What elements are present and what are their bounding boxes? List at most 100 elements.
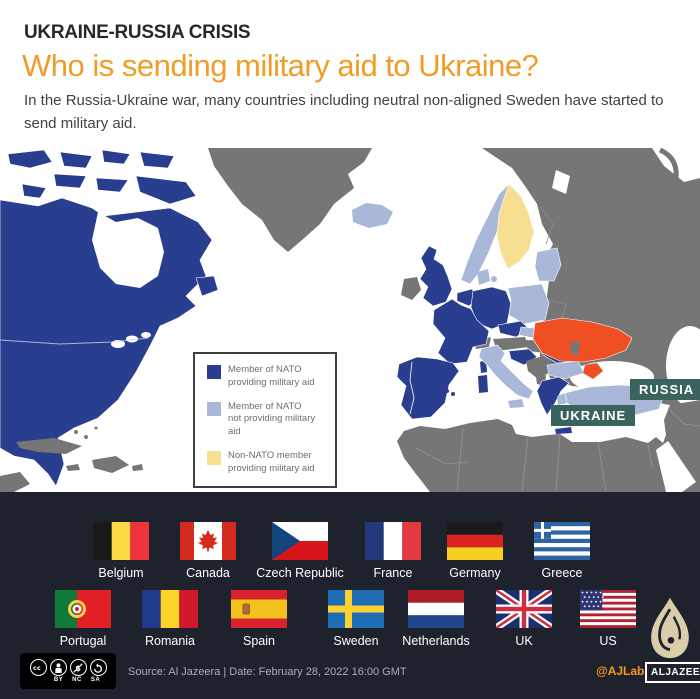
finland-border (539, 205, 554, 245)
source-line: Source: Al Jazeera | Date: February 28, … (128, 666, 407, 678)
flag-sweden-icon (328, 590, 384, 628)
flag-romania-icon (142, 590, 198, 628)
flag-item-romania: Romania (120, 590, 220, 648)
flag-label: Czech Republic (256, 566, 344, 580)
flag-uk-icon (496, 590, 552, 628)
map-region-iceland (352, 203, 393, 228)
cc-icons-row: cc $ (29, 659, 107, 676)
kicker: UKRAINE-RUSSIA CRISIS (24, 22, 251, 43)
map-region-russia (482, 148, 700, 410)
map-legend: Member of NATO providing military aid Me… (193, 352, 337, 488)
flag-greece-icon (534, 522, 590, 560)
flag-label: France (373, 566, 413, 580)
svg-text:cc: cc (33, 664, 41, 672)
flag-label: Germany (449, 566, 501, 580)
header: UKRAINE-RUSSIA CRISIS Who is sending mil… (0, 0, 700, 148)
flag-label: US (599, 634, 617, 648)
flag-label: Portugal (59, 634, 107, 648)
flag-item-portugal: Portugal (33, 590, 133, 648)
legend-item-nato-providing: Member of NATO providing military aid (207, 364, 325, 390)
flag-label: UK (515, 634, 533, 648)
cc-nc-label: NC (72, 677, 82, 683)
legend-1-line1: Member of NATO (228, 364, 302, 375)
world-map-svg (0, 148, 700, 492)
map-region-uk (419, 245, 453, 307)
legend-text-1: Member of NATO providing military aid (228, 364, 315, 390)
legend-text-3: Non-NATO member providing military aid (228, 450, 315, 476)
map-region-denmark (477, 269, 490, 285)
flag-item-sweden: Sweden (306, 590, 406, 648)
aljazeera-logo: ALJAZEERA (645, 662, 700, 683)
cc-by-icon (49, 659, 67, 676)
subtitle: In the Russia-Ukraine war, many countrie… (24, 92, 664, 132)
flag-label: Spain (243, 634, 275, 648)
legend-swatch-yellow (207, 451, 221, 466)
map-region-moldova (570, 341, 580, 356)
flag-item-us: US (558, 590, 658, 648)
flag-item-france: France (343, 522, 443, 580)
flag-item-greece: Greece (512, 522, 612, 580)
us-canada-border (0, 337, 149, 345)
legend-1-line2: providing military aid (228, 376, 315, 388)
flag-canada-icon (180, 522, 236, 560)
cc-icon: cc (29, 659, 47, 676)
russia-label-badge: RUSSIA (630, 379, 700, 400)
hudson-bay (92, 212, 164, 288)
belarus-border (548, 299, 567, 323)
cc-license-labels: BY NC SA (54, 677, 100, 683)
cc-sa-label: SA (90, 677, 101, 683)
map-region-sweden (496, 183, 535, 270)
map-region-sardinia (478, 375, 488, 393)
flag-label: Netherlands (402, 634, 470, 648)
ukraine-label-badge: UKRAINE (551, 405, 636, 426)
legend-2-line2: not providing military aid (228, 413, 316, 438)
map-region-serbia (526, 355, 552, 379)
map-region-austria (493, 337, 529, 351)
turkey-west (557, 393, 567, 405)
map-region-baltics (534, 247, 562, 282)
legend-swatch-lavender (207, 401, 221, 416)
cc-by-label: BY (53, 677, 64, 683)
denmark-island (491, 276, 497, 282)
legend-3-line1: Non-NATO member (228, 450, 312, 462)
flag-item-spain: Spain (209, 590, 309, 648)
flag-label: Greece (541, 566, 583, 580)
flag-spain-icon (231, 590, 287, 628)
map-region-italy (478, 344, 534, 400)
legend-2-line1: Member of NATO (228, 400, 302, 412)
map-region-caribbean (0, 426, 143, 492)
flag-portugal-icon (55, 590, 111, 628)
flag-item-uk: UK (474, 590, 574, 648)
red-sea (656, 441, 696, 492)
flag-label: Belgium (98, 566, 144, 580)
africa-borders (415, 407, 700, 492)
aljazeera-watermark-icon (644, 596, 696, 665)
page-title: Who is sending military aid to Ukraine? (22, 48, 539, 83)
flag-belgium-icon (93, 522, 149, 560)
flag-item-canada: Canada (158, 522, 258, 580)
white-sea (552, 170, 570, 194)
balearic-island2 (451, 392, 455, 396)
map-region-poland (507, 283, 550, 325)
creative-commons-badge: cc $ BY NC SA (20, 653, 116, 689)
cc-sa-icon (89, 659, 107, 676)
world-map: RUSSIA UKRAINE (0, 148, 700, 492)
legend-3-line2: providing military aid (228, 462, 315, 474)
legend-text-2: Member of NATO not providing military ai… (228, 401, 325, 439)
novaya-zemlya (658, 148, 679, 179)
map-region-sicily (508, 399, 524, 408)
portugal-spain-border (409, 361, 415, 415)
map-region-crimea (583, 363, 603, 379)
map-region-greece (536, 376, 570, 416)
flag-item-belgium: Belgium (71, 522, 171, 580)
map-region-ukraine (532, 317, 633, 363)
flag-czech-icon (272, 522, 328, 560)
map-region-greenland (208, 148, 372, 252)
flag-item-germany: Germany (425, 522, 525, 580)
map-region-france (432, 298, 490, 365)
balearic-island (445, 389, 449, 393)
flag-label: Romania (144, 634, 196, 648)
flag-us-icon (580, 590, 636, 628)
flag-france-icon (365, 522, 421, 560)
flag-label: Sweden (333, 634, 379, 648)
